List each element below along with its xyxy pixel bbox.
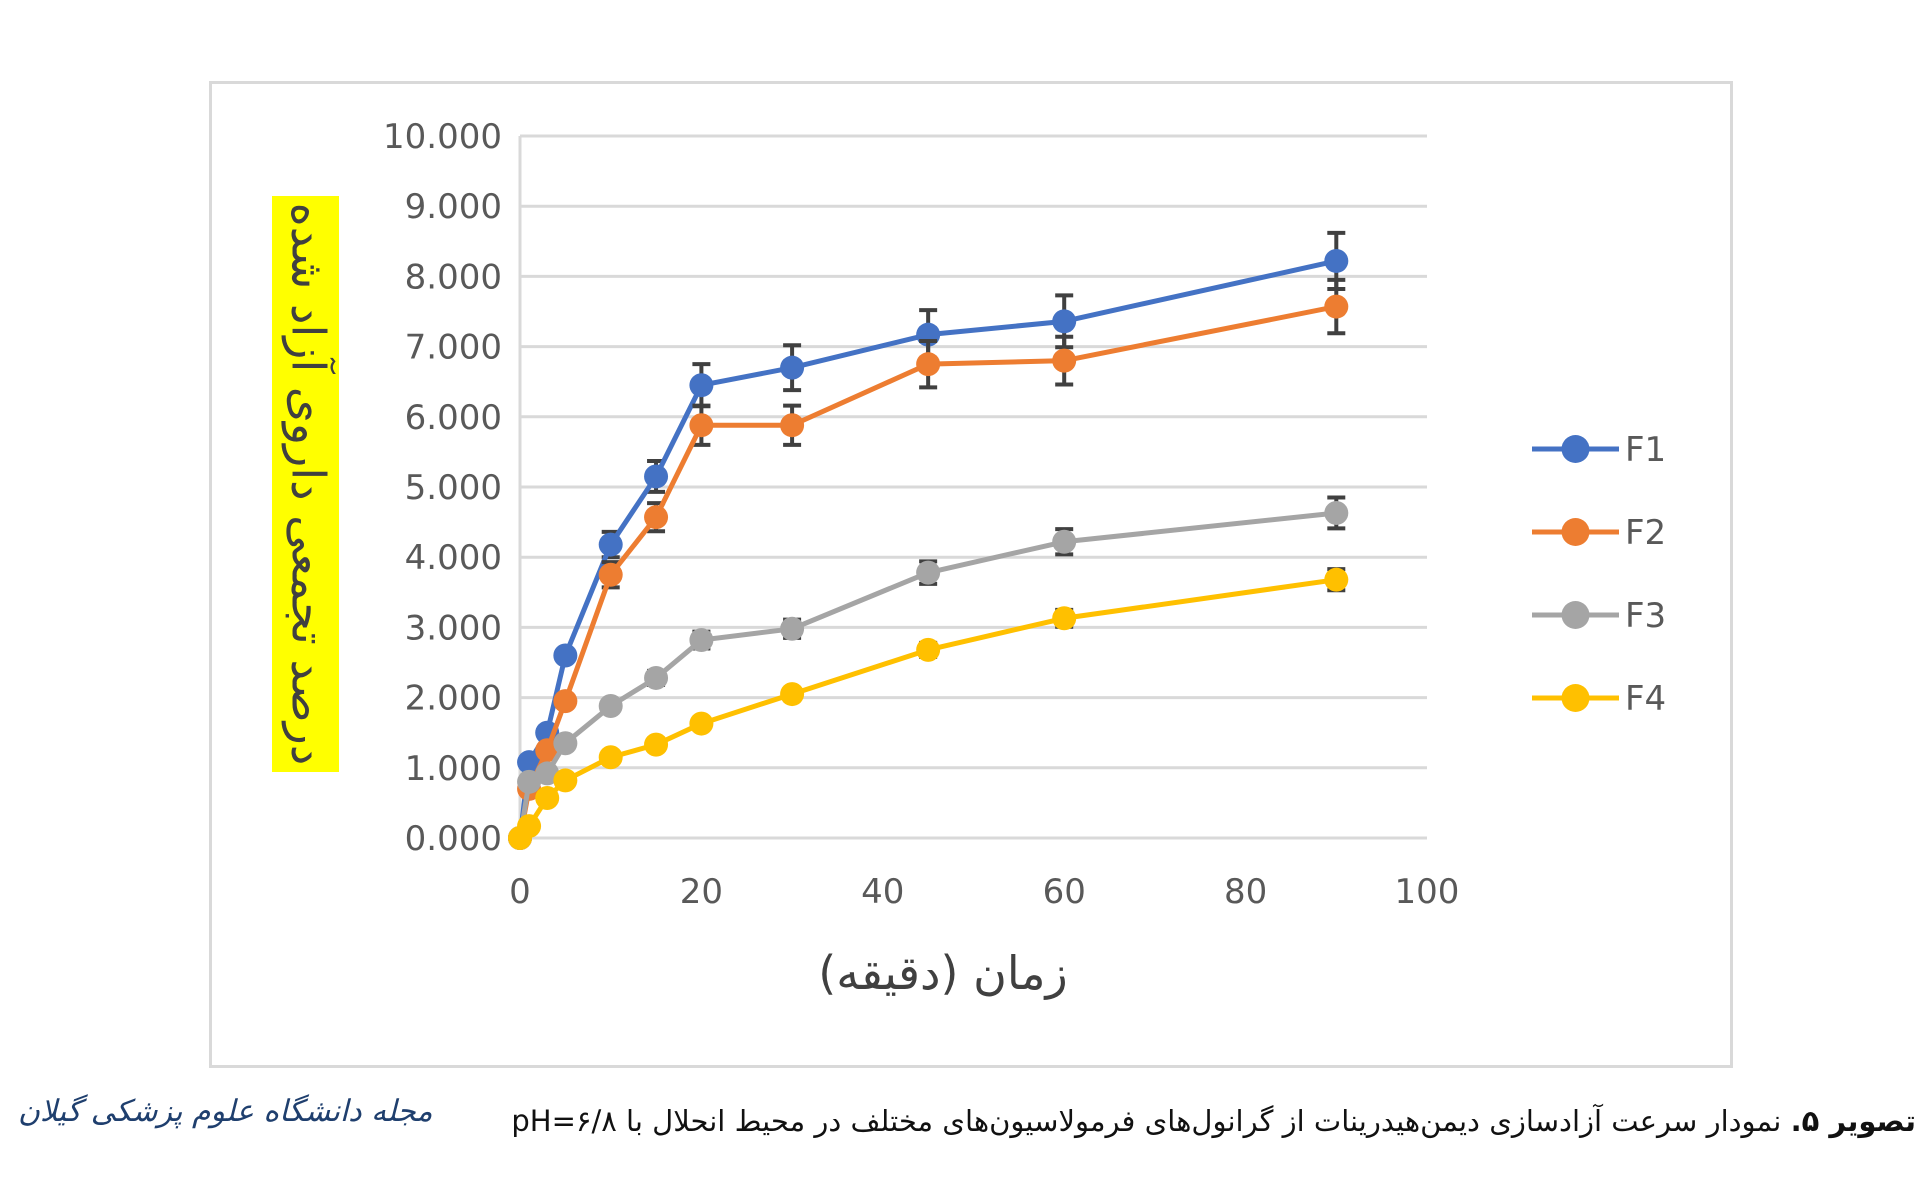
legend-item-F1: F1 [1532,430,1666,470]
y-tick-label: 3.000 [405,608,502,648]
y-tick-label: 8.000 [405,257,502,297]
x-tick-label: 40 [861,872,904,912]
y-tick-label: 1.000 [405,749,502,789]
legend-label: F2 [1625,513,1666,553]
data-point [535,785,560,810]
y-tick-labels: 0.000 1.000 2.000 3.000 4.000 5.000 6.000 7.000… [383,117,502,859]
data-point [517,814,542,839]
data-point [1052,309,1077,334]
data-point [780,616,805,641]
data-point [1052,606,1077,631]
data-point [598,694,623,719]
x-tick-label: 0 [509,872,531,912]
data-point [689,628,714,653]
data-point [535,738,560,763]
data-point [553,643,578,668]
data-point [598,562,623,587]
data-point [553,689,578,714]
legend-marker [1561,684,1590,712]
data-point [689,413,714,438]
data-point [916,352,941,377]
legend-label: F3 [1625,596,1666,636]
legend-label: F1 [1625,430,1666,470]
data-point [553,731,578,756]
y-tick-label: 5.000 [405,468,502,508]
legend-marker [1561,435,1590,463]
data-point [598,745,623,770]
x-tick-label: 80 [1224,872,1267,912]
data-point [644,665,669,690]
x-tick-label: 60 [1043,872,1086,912]
data-point [780,355,805,380]
legend-marker [1561,518,1590,546]
y-axis-title: درصد تجمعی داروی آزاد شده [281,203,336,766]
figure-caption-text: نمودار سرعت آزادسازی دیمن‌هیدرینات از گر… [511,1104,1782,1138]
legend-item-F4: F4 [1532,679,1666,719]
data-point [689,711,714,736]
y-tick-label: 7.000 [405,328,502,368]
data-point [1324,248,1349,273]
data-point [1052,529,1077,554]
chart-frame: 0.000 1.000 2.000 3.000 4.000 5.000 6.000 7.000… [209,81,1733,1068]
y-tick-label: 0.000 [405,819,502,859]
data-point [780,413,805,438]
y-tick-label: 2.000 [405,679,502,719]
data-point [1324,500,1349,525]
x-tick-label: 20 [680,872,723,912]
y-axis-title-highlight [272,196,339,772]
legend-label: F4 [1625,679,1666,719]
data-point [535,761,560,786]
y-tick-label: 4.000 [405,538,502,578]
legend-marker [1561,601,1590,629]
figure-caption-label: تصویر ۵. [1790,1104,1916,1138]
data-point [644,732,669,757]
data-point [1324,567,1349,592]
data-point [517,750,542,775]
data-point [916,637,941,662]
data-point [780,682,805,707]
data-point [1052,348,1077,373]
series-F4 [508,567,1349,850]
data-point [689,373,714,398]
series-line-F4 [518,577,1337,840]
data-point [644,464,669,489]
x-tick-label: 100 [1395,872,1460,912]
y-tick-label: 6.000 [405,398,502,438]
series-F3 [508,495,1349,850]
figure-caption: تصویر ۵. نمودار سرعت آزادسازی دیمن‌هیدری… [511,1104,1916,1138]
data-point [553,768,578,793]
data-point [598,532,623,557]
y-tick-label: 9.000 [405,187,502,227]
data-point [916,560,941,585]
series-lines [508,230,1349,850]
data-point [1324,294,1349,319]
x-axis-title: زمان (دقیقه) [818,946,1067,1000]
legend-item-F2: F2 [1532,513,1666,553]
legend-item-F3: F3 [1532,596,1666,636]
data-point [517,769,542,794]
y-tick-label: 10.000 [383,117,502,157]
data-point [644,505,669,530]
legend: F1 F2 F3 F4 [1532,430,1666,719]
journal-logo: مجله دانشگاه علوم پزشکی گیلان [18,1094,433,1129]
dissolution-line-chart: 0.000 1.000 2.000 3.000 4.000 5.000 6.000 7.000… [272,117,1666,1000]
x-tick-labels: 0 20 40 60 80 100 [509,872,1459,912]
